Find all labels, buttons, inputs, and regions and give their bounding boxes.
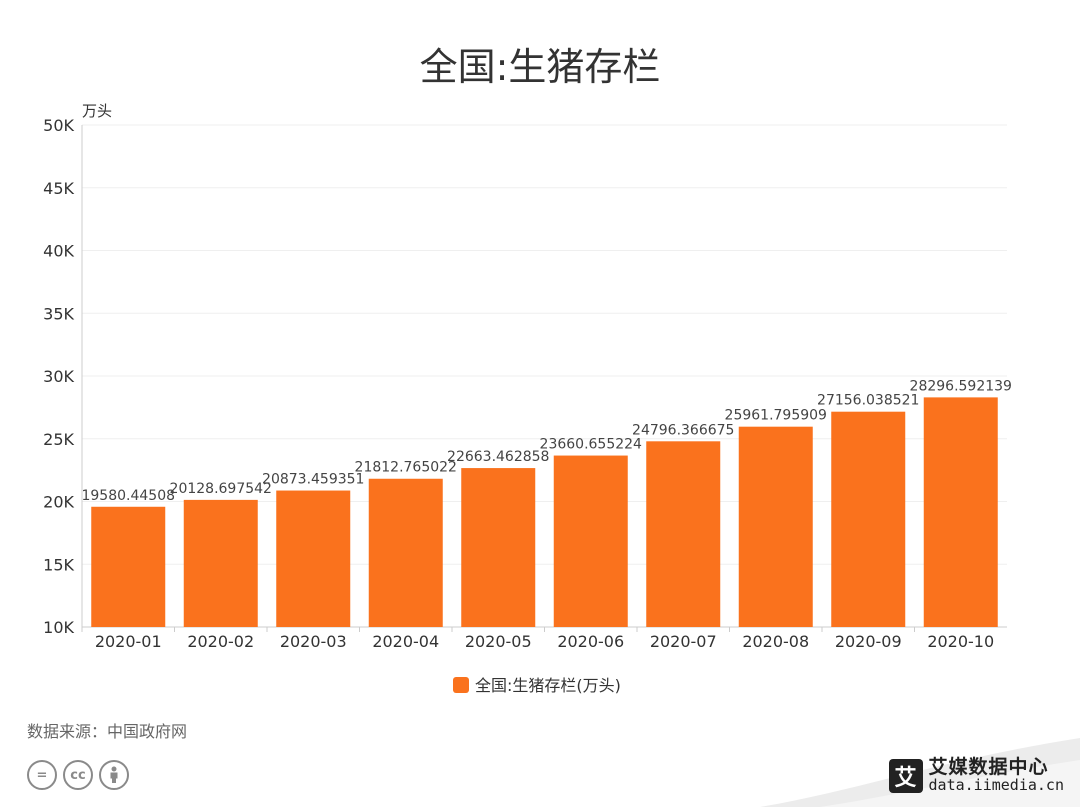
x-tick-label: 2020-08 xyxy=(742,632,809,651)
y-tick-label: 30K xyxy=(43,367,74,386)
brand-url: data.iimedia.cn xyxy=(928,775,1064,794)
y-axis-unit: 万头 xyxy=(82,102,112,120)
bar xyxy=(646,441,721,627)
data-label: 19580.44508 xyxy=(81,488,175,504)
x-tick-label: 2020-10 xyxy=(927,632,994,651)
y-tick-label: 50K xyxy=(43,116,74,135)
y-tick-label: 40K xyxy=(43,242,74,261)
data-label: 21812.765022 xyxy=(355,460,457,476)
bar xyxy=(553,455,628,627)
x-tick-label: 2020-03 xyxy=(280,632,347,651)
legend-label: 全国:生猪存栏(万头) xyxy=(475,676,621,695)
data-label: 20128.697542 xyxy=(170,481,272,497)
x-tick-label: 2020-02 xyxy=(187,632,254,651)
y-tick-label: 45K xyxy=(43,179,74,198)
data-label: 24796.366675 xyxy=(632,422,734,438)
bar xyxy=(91,506,166,627)
x-tick-label: 2020-05 xyxy=(465,632,532,651)
brand-name: 艾媒数据中心 xyxy=(928,756,1049,778)
bar xyxy=(923,397,998,627)
data-label: 28296.592139 xyxy=(910,378,1012,394)
y-tick-label: 25K xyxy=(43,430,74,449)
brand-logo-icon: 艾 xyxy=(888,758,923,793)
bar xyxy=(183,499,258,627)
y-tick-label: 20K xyxy=(43,493,74,512)
x-tick-label: 2020-07 xyxy=(650,632,717,651)
cc-icon: cc xyxy=(63,760,93,790)
x-tick-label: 2020-09 xyxy=(835,632,902,651)
x-tick-label: 2020-06 xyxy=(557,632,624,651)
x-tick-label: 2020-04 xyxy=(372,632,439,651)
bar xyxy=(368,478,443,627)
chart-title: 全国:生猪存栏 xyxy=(419,45,661,89)
legend-swatch xyxy=(453,677,469,693)
bar xyxy=(738,426,813,627)
data-source: 数据来源：中国政府网 xyxy=(27,722,188,741)
brand: 艾 艾媒数据中心 data.iimedia.cn xyxy=(888,756,1064,794)
x-tick-label: 2020-01 xyxy=(95,632,162,651)
license-badges: = cc xyxy=(27,760,129,790)
equals-icon: = xyxy=(27,760,57,790)
y-tick-label: 15K xyxy=(43,555,74,574)
y-tick-label: 35K xyxy=(43,304,74,323)
data-label: 25961.795909 xyxy=(725,408,827,424)
bar xyxy=(831,411,906,627)
person-icon xyxy=(99,760,129,790)
data-label: 27156.038521 xyxy=(817,393,919,409)
y-tick-label: 10K xyxy=(43,618,74,637)
data-label: 20873.459351 xyxy=(262,472,364,488)
data-label: 23660.655224 xyxy=(540,437,643,453)
bar xyxy=(276,490,351,627)
data-label: 22663.462858 xyxy=(447,449,549,465)
bar xyxy=(461,468,536,627)
